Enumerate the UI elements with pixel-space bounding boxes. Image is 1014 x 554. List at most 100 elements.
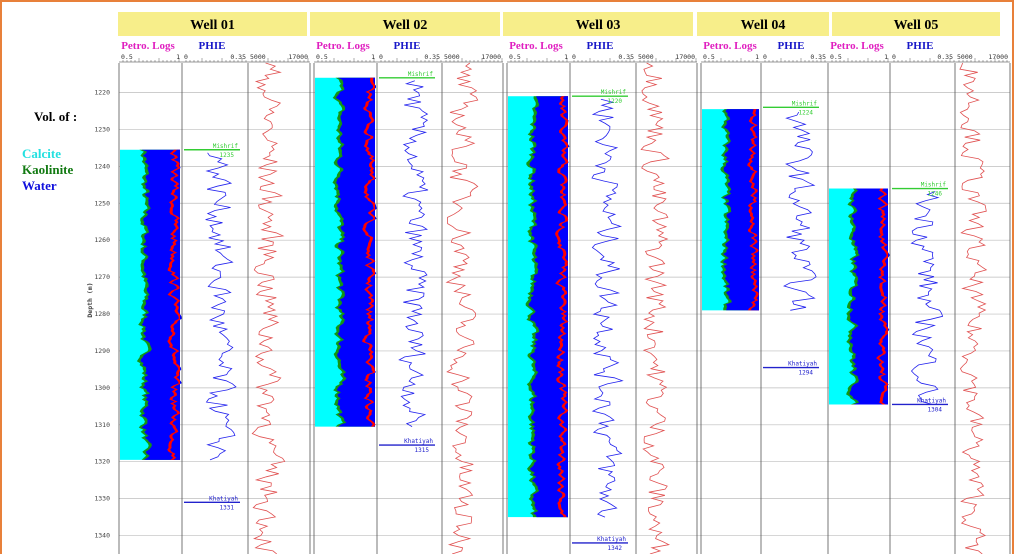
depth-tick-1330: 1330 (94, 495, 110, 503)
depth-tick-1270: 1270 (94, 273, 110, 281)
legend-kaolinite: Kaolinite (22, 162, 74, 177)
scale-left-3-1: 0 (572, 53, 576, 61)
scale-left-2-1: 0 (379, 53, 383, 61)
petro-label-2: Petro. Logs (316, 40, 370, 52)
well-title-4: Well 04 (741, 18, 786, 33)
resistivity-curve-2 (445, 62, 479, 554)
mishrif-depth-1: 1235 (220, 152, 235, 159)
scale-right-3-0: 1 (564, 53, 568, 61)
water-fill-5 (849, 188, 888, 405)
water-overlay-5 (879, 188, 890, 405)
scale-left-1-2: 5000 (250, 53, 266, 61)
well-header-3 (503, 12, 693, 36)
well-title-1: Well 01 (190, 18, 235, 33)
scale-left-1-1: 0 (184, 53, 188, 61)
phie-curve-1 (205, 152, 237, 461)
khatiyah-depth-1: 1331 (220, 504, 235, 511)
resistivity-curve-5 (959, 62, 988, 554)
well-header-5 (832, 12, 1000, 36)
phie-label-5: PHIE (907, 40, 934, 52)
depth-tick-1220: 1220 (94, 89, 110, 97)
depth-tick-1250: 1250 (94, 199, 110, 207)
petro-label-5: Petro. Logs (830, 40, 884, 52)
well-header-4 (697, 12, 829, 36)
depth-tick-1260: 1260 (94, 236, 110, 244)
phie-curve-3 (591, 98, 624, 518)
scale-right-4-1: 0.35 (810, 53, 826, 61)
khatiyah-label-1: Khatiyah (209, 495, 238, 502)
depth-tick-1320: 1320 (94, 458, 110, 466)
depth-tick-1310: 1310 (94, 421, 110, 429)
scale-left-1-0: 0.5 (121, 53, 133, 61)
petro-label-1: Petro. Logs (121, 40, 175, 52)
legend-water: Water (22, 178, 57, 193)
depth-tick-1230: 1230 (94, 125, 110, 133)
scale-right-3-2: 17000 (675, 53, 695, 61)
scale-left-5-1: 0 (892, 53, 896, 61)
well-header-1 (118, 12, 307, 36)
depth-tick-1340: 1340 (94, 532, 110, 540)
water-overlay-2 (365, 77, 377, 427)
mishrif-depth-3: 1220 (608, 98, 623, 105)
scale-left-3-2: 5000 (638, 53, 654, 61)
scale-right-5-2: 17000 (988, 53, 1008, 61)
water-overlay-4 (750, 109, 759, 311)
water-overlay-1 (170, 149, 182, 460)
khatiyah-label-5: Khatiyah (917, 397, 946, 404)
well-title-3: Well 03 (576, 18, 621, 33)
scale-right-3-1: 0.35 (618, 53, 634, 61)
phie-label-2: PHIE (394, 40, 421, 52)
scale-left-4-1: 0 (763, 53, 767, 61)
scale-left-4-0: 0.5 (703, 53, 715, 61)
resistivity-curve-3 (640, 62, 671, 554)
well-title-5: Well 05 (894, 18, 939, 33)
mishrif-label-3: Mishrif (601, 89, 627, 96)
water-overlay-3 (558, 96, 570, 518)
legend-title: Vol. of : (34, 109, 78, 124)
water-fill-1 (140, 149, 180, 460)
phie-label-4: PHIE (778, 40, 805, 52)
khatiyah-depth-3: 1342 (608, 545, 623, 552)
khatiyah-depth-4: 1294 (799, 370, 814, 377)
scale-right-2-0: 1 (371, 53, 375, 61)
khatiyah-label-3: Khatiyah (597, 536, 626, 543)
scale-right-2-2: 17000 (481, 53, 501, 61)
scale-left-5-2: 5000 (957, 53, 973, 61)
phie-curve-4 (783, 111, 817, 311)
mishrif-label-4: Mishrif (792, 100, 818, 107)
phie-curve-5 (910, 191, 944, 405)
petro-label-4: Petro. Logs (703, 40, 757, 52)
petro-label-3: Petro. Logs (509, 40, 563, 52)
depth-tick-1240: 1240 (94, 162, 110, 170)
scale-left-5-0: 0.5 (830, 53, 842, 61)
depth-tick-1290: 1290 (94, 347, 110, 355)
depth-axis-label: Depth (m) (86, 282, 94, 317)
scale-right-5-0: 1 (884, 53, 888, 61)
scale-right-1-0: 1 (176, 53, 180, 61)
hydrocarbon-fill-1 (167, 149, 180, 460)
phie-curve-2 (398, 80, 429, 427)
scale-right-4-0: 1 (755, 53, 759, 61)
scale-left-2-2: 5000 (444, 53, 460, 61)
phie-label-1: PHIE (199, 40, 226, 52)
khatiyah-depth-5: 1304 (928, 406, 943, 413)
water-fill-3 (528, 96, 568, 518)
mishrif-label-5: Mishrif (921, 182, 947, 189)
resistivity-curve-1 (251, 62, 286, 554)
well-header-2 (310, 12, 500, 36)
scale-right-5-1: 0.35 (937, 53, 953, 61)
khatiyah-label-4: Khatiyah (788, 361, 817, 368)
phie-label-3: PHIE (587, 40, 614, 52)
scale-right-1-1: 0.35 (230, 53, 246, 61)
khatiyah-depth-2: 1315 (415, 447, 430, 454)
legend-calcite: Calcite (22, 146, 61, 161)
depth-tick-1300: 1300 (94, 384, 110, 392)
scale-right-1-2: 17000 (288, 53, 308, 61)
khatiyah-label-2: Khatiyah (404, 438, 433, 445)
depth-tick-1280: 1280 (94, 310, 110, 318)
scale-left-3-0: 0.5 (509, 53, 521, 61)
hydrocarbon-fill-3 (555, 96, 568, 518)
mishrif-label-1: Mishrif (213, 143, 239, 150)
